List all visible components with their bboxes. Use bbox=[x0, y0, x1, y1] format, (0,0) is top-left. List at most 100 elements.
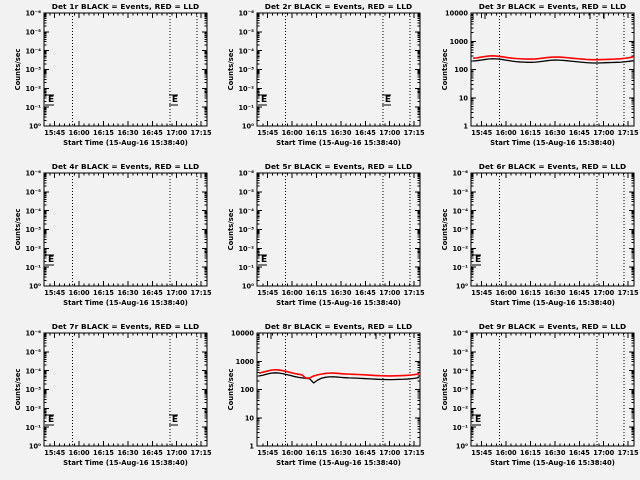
x-tick-label: 17:15 bbox=[404, 449, 425, 457]
plot-frame bbox=[43, 332, 208, 447]
event-annotation: E bbox=[172, 415, 178, 425]
y-tick-label: 10⁻⁴ bbox=[452, 367, 468, 375]
y-tick-label: 10⁻² bbox=[452, 245, 468, 253]
y-tick-label: 100 bbox=[454, 66, 468, 74]
y-tick-label: 10⁻⁶ bbox=[452, 330, 468, 338]
x-axis-label: Start Time (15-Aug-16 15:38:40) bbox=[490, 139, 615, 147]
plot-frame bbox=[256, 12, 421, 127]
y-tick-label: 10⁻⁵ bbox=[25, 188, 41, 196]
panel-title-det-5r: Det 5r BLACK = Events, RED = LLD bbox=[265, 162, 413, 171]
y-tick-label: 1000 bbox=[236, 358, 255, 366]
y-tick-label: 1000 bbox=[449, 38, 468, 46]
x-axis-label: Start Time (15-Aug-16 15:38:40) bbox=[490, 299, 615, 307]
y-tick-label: 10⁻⁵ bbox=[239, 28, 255, 36]
panel-det-9r: Det 9r BLACK = Events, RED = LLD 10⁰ 10⁻¹ 1… bbox=[427, 320, 640, 480]
panel-title-det-7r: Det 7r BLACK = Events, RED = LLD bbox=[52, 322, 200, 331]
top-bracket-marker bbox=[258, 332, 272, 339]
x-tick-label: 16:45 bbox=[355, 129, 376, 137]
x-tick-label: 16:45 bbox=[568, 289, 589, 297]
x-axis-label: Start Time (15-Aug-16 15:38:40) bbox=[277, 299, 402, 307]
panel-det-8r: Det 8r BLACK = Events, RED = LLD 1 10 100 10… bbox=[213, 320, 426, 480]
x-tick-label: 17:15 bbox=[191, 449, 212, 457]
x-axis-label: Start Time (15-Aug-16 15:38:40) bbox=[63, 299, 188, 307]
x-tick-label: 15:45 bbox=[44, 289, 65, 297]
y-tick-label: 100 bbox=[241, 386, 255, 394]
plot-frame bbox=[470, 332, 635, 447]
y-axis-label: Counts/sec bbox=[441, 369, 449, 411]
x-tick-label: 16:45 bbox=[142, 289, 163, 297]
panel-title-det-9r: Det 9r BLACK = Events, RED = LLD bbox=[478, 322, 626, 331]
y-tick-label: 10⁻⁴ bbox=[239, 47, 255, 55]
y-tick-label: 10⁻³ bbox=[25, 66, 41, 74]
y-tick-label: 10⁻¹ bbox=[25, 104, 41, 112]
x-axis-label: Start Time (15-Aug-16 15:38:40) bbox=[277, 459, 402, 467]
y-tick-label: 10⁻⁶ bbox=[25, 170, 41, 178]
y-tick-label: 10⁻³ bbox=[25, 386, 41, 394]
top-bracket-marker bbox=[589, 12, 605, 19]
event-annotation: E bbox=[172, 95, 178, 105]
x-axis-label: Start Time (15-Aug-16 15:38:40) bbox=[63, 459, 188, 467]
y-tick-label: 10⁰ bbox=[456, 283, 468, 291]
x-axis-label: Start Time (15-Aug-16 15:38:40) bbox=[277, 139, 402, 147]
y-tick-label: 1 bbox=[250, 443, 255, 451]
y-tick-label: 10⁻² bbox=[25, 245, 41, 253]
series-events bbox=[259, 372, 420, 384]
panel-title-det-3r: Det 3r BLACK = Events, RED = LLD bbox=[478, 2, 626, 11]
y-tick-label: 10⁻¹ bbox=[25, 264, 41, 272]
y-tick-label: 10 bbox=[245, 414, 255, 422]
panel-det-4r: Det 4r BLACK = Events, RED = LLD 10⁰ 10⁻¹ 1… bbox=[0, 160, 213, 320]
y-tick-label: 10⁰ bbox=[29, 123, 41, 131]
y-tick-label: 10000 bbox=[445, 10, 468, 18]
y-tick-label: 1 bbox=[463, 123, 468, 131]
x-tick-label: 16:00 bbox=[495, 449, 516, 457]
y-tick-label: 10⁻⁵ bbox=[239, 188, 255, 196]
x-tick-label: 17:15 bbox=[191, 129, 212, 137]
event-annotation: E bbox=[475, 415, 481, 425]
panel-det-3r: Det 3r BLACK = Events, RED = LLD 1 10 100 10… bbox=[427, 0, 640, 160]
y-tick-label: 10⁻⁶ bbox=[452, 170, 468, 178]
event-annotation: E bbox=[475, 255, 481, 265]
x-tick-label: 16:30 bbox=[331, 449, 352, 457]
x-tick-label: 17:00 bbox=[380, 289, 401, 297]
plot-frame bbox=[43, 12, 208, 127]
x-tick-label: 16:15 bbox=[93, 129, 114, 137]
x-tick-label: 17:00 bbox=[166, 129, 187, 137]
top-bracket-marker bbox=[375, 332, 391, 339]
y-tick-label: 10⁰ bbox=[242, 283, 254, 291]
x-tick-label: 17:00 bbox=[166, 289, 187, 297]
panel-det-2r: Det 2r BLACK = Events, RED = LLD 10⁰ 10⁻¹ 1… bbox=[213, 0, 426, 160]
series-events bbox=[472, 58, 633, 64]
x-tick-label: 15:45 bbox=[44, 129, 65, 137]
y-tick-label: 10⁻⁵ bbox=[452, 188, 468, 196]
x-tick-label: 16:30 bbox=[117, 289, 138, 297]
event-annotation: E bbox=[48, 255, 54, 265]
x-tick-label: 16:15 bbox=[93, 289, 114, 297]
x-tick-label: 16:15 bbox=[306, 449, 327, 457]
y-tick-label: 10⁻⁶ bbox=[239, 170, 255, 178]
x-tick-label: 16:15 bbox=[520, 129, 541, 137]
y-tick-label: 10 bbox=[458, 94, 468, 102]
y-tick-label: 10⁻⁶ bbox=[25, 330, 41, 338]
plot-frame bbox=[470, 172, 635, 287]
event-annotation: E bbox=[48, 95, 54, 105]
y-tick-label: 10⁻⁵ bbox=[25, 348, 41, 356]
event-annotation: E bbox=[48, 415, 54, 425]
x-tick-label: 16:00 bbox=[69, 289, 90, 297]
x-tick-label: 16:15 bbox=[306, 129, 327, 137]
y-axis-label: Counts/sec bbox=[14, 209, 22, 251]
x-tick-label: 17:15 bbox=[191, 289, 212, 297]
y-tick-label: 10⁻² bbox=[25, 405, 41, 413]
y-tick-label: 10⁻² bbox=[239, 85, 255, 93]
y-tick-label: 10⁻¹ bbox=[239, 104, 255, 112]
y-tick-label: 10⁻² bbox=[25, 85, 41, 93]
plot-frame bbox=[256, 332, 421, 447]
x-tick-label: 16:45 bbox=[142, 129, 163, 137]
x-tick-label: 17:00 bbox=[380, 129, 401, 137]
y-axis-label: Counts/sec bbox=[14, 369, 22, 411]
series-lld bbox=[472, 55, 633, 61]
panel-title-det-1r: Det 1r BLACK = Events, RED = LLD bbox=[52, 2, 200, 11]
panel-det-6r: Det 6r BLACK = Events, RED = LLD 10⁰ 10⁻¹ 1… bbox=[427, 160, 640, 320]
y-tick-label: 10⁻⁴ bbox=[239, 207, 255, 215]
event-annotation: E bbox=[261, 95, 267, 105]
y-axis-label: Counts/sec bbox=[441, 49, 449, 91]
